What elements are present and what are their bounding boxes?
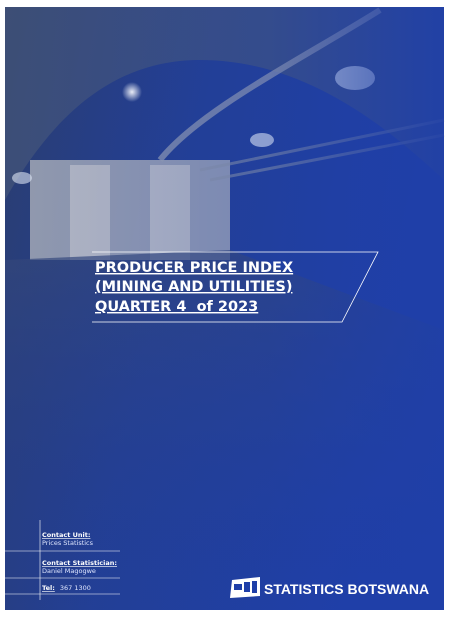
contact-value: Prices Statistics	[42, 539, 94, 547]
contact-label: Contact Unit:	[42, 531, 90, 539]
title-line: (MINING AND UTILITIES)	[95, 279, 292, 295]
contact-value: Daniel Magogwe	[42, 567, 96, 575]
contact-label: Contact Statistician:	[42, 559, 117, 567]
title-line: PRODUCER PRICE INDEX	[95, 260, 293, 276]
tunnel-photo	[5, 7, 445, 610]
contact-block: Contact Unit: Prices Statistics Contact …	[5, 520, 120, 600]
title-frame	[92, 251, 379, 323]
organization-name: STATISTICS BOTSWANA	[264, 581, 429, 597]
title-line: QUARTER 4 of 2023	[95, 299, 258, 315]
contact-tel: Tel: 367 1300	[42, 575, 91, 594]
logo: STATISTICS BOTSWANA	[230, 577, 429, 598]
